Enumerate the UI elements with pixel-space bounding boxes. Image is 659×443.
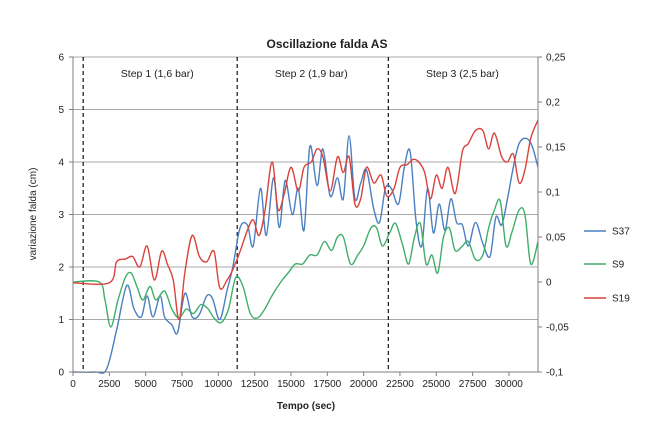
x-tick-label: 7500: [171, 379, 194, 390]
y2-tick-label: 0,1: [546, 188, 560, 199]
y-tick-label: 3: [58, 210, 64, 221]
x-tick-label: 25000: [422, 379, 450, 390]
y2-tick-label: 0: [546, 278, 552, 289]
x-tick-label: 27500: [459, 379, 487, 390]
series-line-s9: [73, 198, 538, 328]
tick-labels: 0 2500 5000 7500 10000 12500 15000 17500 20000 22…: [58, 53, 569, 391]
y-axis-title: variazione falda (cm): [28, 168, 39, 261]
y2-tick-label: -0,1: [546, 368, 564, 379]
step-markers: [82, 57, 389, 372]
x-tick-label: 22500: [386, 379, 414, 390]
x-tick-label: 30000: [495, 379, 523, 390]
grid-lines: [73, 56, 538, 320]
axes: [69, 56, 542, 376]
y-tick-label: 6: [58, 53, 64, 64]
x-tick-label: 0: [70, 379, 76, 390]
series-line-s19: [73, 119, 538, 321]
step-annotation: Step 2 (1,9 bar): [275, 68, 348, 80]
x-axis-title: Tempo (sec): [277, 401, 335, 412]
x-tick-label: 12500: [241, 379, 269, 390]
y2-tick-label: 0,25: [546, 53, 566, 64]
y-tick-label: 5: [58, 105, 64, 116]
legend: S37 S9 S19: [584, 227, 630, 305]
step-annotation: Step 3 (2,5 bar): [426, 68, 499, 80]
series-lines: [73, 119, 538, 374]
x-tick-label: 2500: [98, 379, 121, 390]
y-tick-label: 4: [58, 158, 64, 169]
step-annotations: Step 1 (1,6 bar) Step 2 (1,9 bar) Step 3 (…: [121, 68, 499, 80]
x-tick-label: 5000: [135, 379, 158, 390]
legend-label: S37: [612, 227, 630, 238]
legend-label: S9: [612, 260, 625, 271]
y2-tick-label: -0,05: [546, 323, 569, 334]
legend-label: S19: [612, 294, 630, 305]
y2-tick-label: 0,15: [546, 143, 566, 154]
y-tick-label: 2: [58, 263, 64, 274]
chart-title: Oscillazione falda AS: [267, 37, 388, 51]
step-annotation: Step 1 (1,6 bar): [121, 68, 194, 80]
y2-tick-label: 0,2: [546, 98, 560, 109]
x-tick-label: 20000: [350, 379, 378, 390]
y-tick-label: 1: [58, 315, 64, 326]
x-tick-label: 10000: [204, 379, 232, 390]
x-tick-label: 17500: [313, 379, 341, 390]
x-tick-label: 15000: [277, 379, 305, 390]
y2-tick-label: 0,05: [546, 233, 566, 244]
y-tick-label: 0: [58, 368, 64, 379]
series-line-s37: [73, 135, 538, 374]
